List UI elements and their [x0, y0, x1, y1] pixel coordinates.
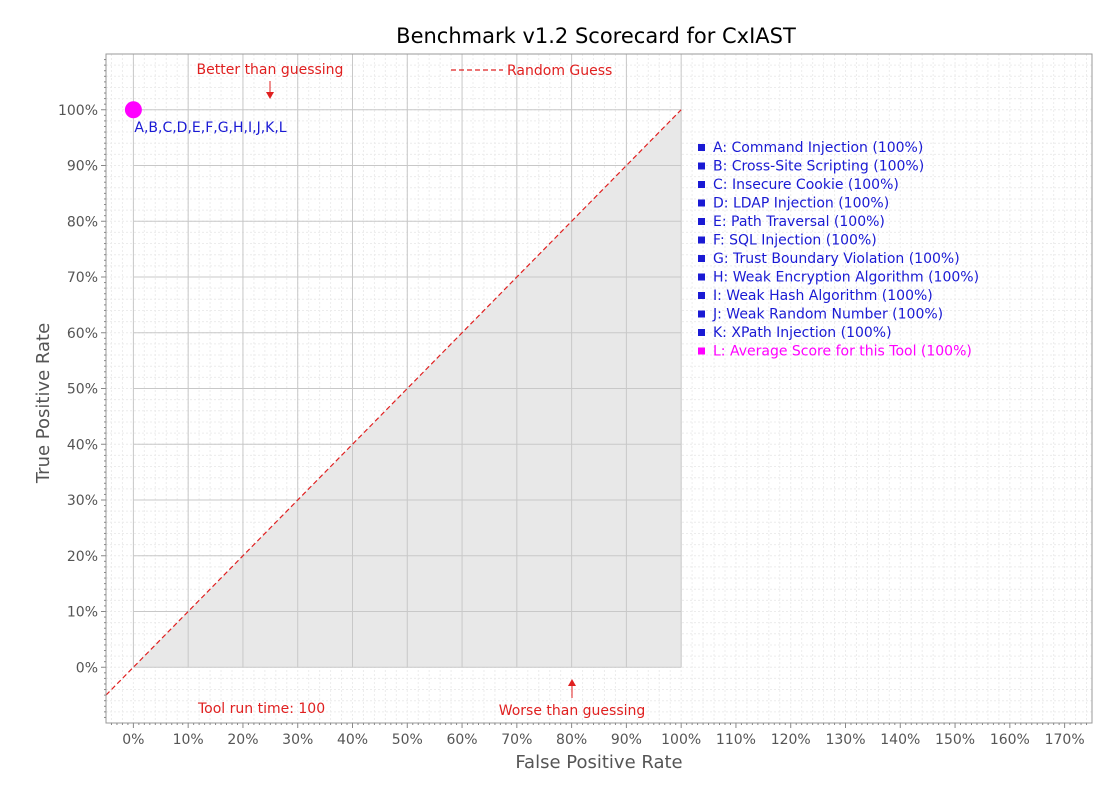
random-guess-diagonal — [106, 109, 682, 696]
y-tick-label: 90% — [67, 159, 98, 175]
x-axis: 0% 10% 20% 30% 40% 50% 60% 70% 80% 90% 100% 110% 120… — [110, 723, 1088, 748]
y-tick-label: 30% — [67, 493, 98, 509]
legend-entry: B: Cross-Site Scripting (100%) — [713, 159, 924, 175]
x-tick-label: 40% — [337, 732, 368, 748]
legend-entry: L: Average Score for this Tool (100%) — [713, 344, 972, 360]
y-tick-label: 70% — [67, 270, 98, 286]
x-tick-label: 120% — [771, 732, 811, 748]
better-than-guessing-label: Better than guessing — [197, 62, 344, 78]
x-tick-label: 160% — [990, 732, 1030, 748]
legend-marker — [698, 273, 705, 281]
data-points: A,B,C,D,E,F,G,H,I,J,K,L — [124, 101, 287, 136]
x-tick-label: 90% — [611, 732, 642, 748]
legend-entry: E: Path Traversal (100%) — [713, 214, 885, 230]
legend-marker — [698, 347, 705, 355]
x-tick-label: 0% — [122, 732, 144, 748]
average-score-point — [124, 101, 142, 119]
x-tick-label: 130% — [825, 732, 865, 748]
legend-marker — [698, 162, 705, 170]
x-axis-title: False Positive Rate — [515, 752, 682, 773]
x-tick-label: 100% — [661, 732, 701, 748]
x-tick-label: 30% — [282, 732, 313, 748]
legend-entry: D: LDAP Injection (100%) — [713, 196, 889, 212]
y-tick-label: 50% — [67, 382, 98, 398]
legend-marker — [698, 236, 705, 244]
x-tick-label: 70% — [501, 732, 532, 748]
legend-marker — [698, 255, 705, 262]
random-guess-legend-label: Random Guess — [507, 63, 612, 79]
legend-entry: F: SQL Injection (100%) — [713, 233, 877, 249]
point-label: A,B,C,D,E,F,G,H,I,J,K,L — [134, 120, 286, 136]
y-tick-label: 60% — [67, 326, 98, 342]
better-arrow-head — [266, 92, 274, 99]
x-tick-label: 140% — [880, 732, 920, 748]
annotations: Better than guessing Worse than guessing T… — [197, 62, 646, 719]
x-tick-label: 110% — [716, 732, 756, 748]
x-tick-label: 170% — [1045, 732, 1085, 748]
x-tick-label: 10% — [173, 732, 204, 748]
legend-entry: C: Insecure Cookie (100%) — [713, 177, 899, 193]
legend-marker — [698, 181, 705, 188]
legend-marker — [698, 199, 705, 207]
legend-entry: I: Weak Hash Algorithm (100%) — [713, 288, 933, 304]
random-guess-line — [106, 109, 682, 696]
x-tick-label: 80% — [556, 732, 587, 748]
y-tick-label: 10% — [67, 605, 98, 621]
legend-marker — [698, 218, 705, 225]
legend-marker — [698, 329, 705, 336]
x-tick-label: 150% — [935, 732, 975, 748]
legend-marker — [698, 144, 705, 151]
x-tick-label: 50% — [392, 732, 423, 748]
legend: A: Command Injection (100%) B: Cross-Site… — [698, 140, 979, 360]
legend-entry: K: XPath Injection (100%) — [713, 325, 892, 341]
legend-marker — [698, 310, 705, 318]
legend-entry: H: Weak Encryption Algorithm (100%) — [713, 270, 979, 286]
y-axis: 0% 10% 20% 30% 40% 50% 60% 70% 80% 90% 100% — [58, 59, 106, 718]
y-tick-label: 100% — [58, 103, 98, 119]
x-tick-label: 60% — [446, 732, 477, 748]
worse-arrow-head — [568, 679, 576, 686]
legend-entry: A: Command Injection (100%) — [713, 140, 923, 156]
worse-than-guessing-label: Worse than guessing — [499, 703, 646, 719]
major-grid — [132, 54, 682, 668]
tool-runtime-label: Tool run time: 100 — [197, 701, 325, 717]
y-axis-title: True Positive Rate — [33, 323, 54, 484]
legend-marker — [698, 292, 705, 299]
legend-entry: J: Weak Random Number (100%) — [712, 307, 943, 323]
y-tick-label: 20% — [67, 549, 98, 565]
y-tick-label: 40% — [67, 437, 98, 453]
legend-entry: G: Trust Boundary Violation (100%) — [713, 251, 960, 267]
y-tick-label: 80% — [67, 214, 98, 230]
chart-title: Benchmark v1.2 Scorecard for CxIAST — [396, 24, 796, 48]
x-tick-label: 20% — [227, 732, 258, 748]
y-tick-label: 0% — [76, 660, 98, 676]
